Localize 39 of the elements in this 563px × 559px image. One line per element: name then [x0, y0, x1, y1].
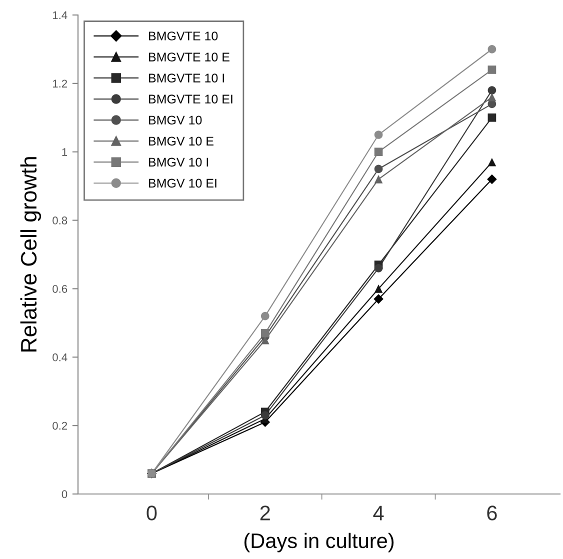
point: [374, 130, 383, 139]
y-tick-label: 0.2: [52, 422, 68, 430]
point: [488, 113, 496, 122]
y-tick-label: 0.4: [52, 353, 68, 362]
legend-label: BMGV 10 I: [149, 158, 208, 167]
point: [260, 329, 270, 338]
y-tick-label: 1.2: [52, 80, 68, 88]
legend-label: BMGVTE 10 I: [149, 74, 224, 82]
legend-label: BMGVTE 10: [149, 32, 218, 40]
legend-label: BMGVTE 10 EI: [149, 94, 232, 104]
y-axis-title: Relative Cell growth: [20, 157, 42, 352]
legend-label: BMGVTE 10 E: [149, 52, 230, 62]
point: [374, 164, 383, 174]
point: [488, 66, 496, 74]
y-tick-label: 1.4: [52, 11, 68, 20]
point: [488, 45, 496, 54]
point: [260, 411, 270, 420]
point: [488, 86, 496, 94]
y-tick-label: 0.6: [52, 284, 68, 293]
point: [374, 284, 383, 293]
point: [374, 294, 384, 304]
point: [487, 174, 497, 184]
x-tick-label: 0: [146, 506, 157, 520]
point: [488, 158, 496, 166]
x-axis-title: (Days in culture): [244, 532, 394, 552]
legend-label: BMGV 10: [149, 116, 202, 125]
point: [374, 148, 383, 156]
legend-label: BMGV 10 EI: [149, 178, 216, 188]
x-tick-label: 2: [260, 506, 270, 520]
legend-label: BMGV 10 E: [149, 136, 214, 146]
point: [260, 312, 270, 320]
x-tick-label: 6: [487, 506, 497, 520]
point: [374, 264, 383, 272]
x-tick-label: 4: [373, 506, 384, 520]
y-tick-label: 0: [62, 490, 68, 498]
point: [374, 175, 383, 184]
y-tick-label: 1: [62, 148, 68, 156]
y-tick-label: 0.8: [52, 216, 68, 224]
point: [488, 92, 496, 102]
